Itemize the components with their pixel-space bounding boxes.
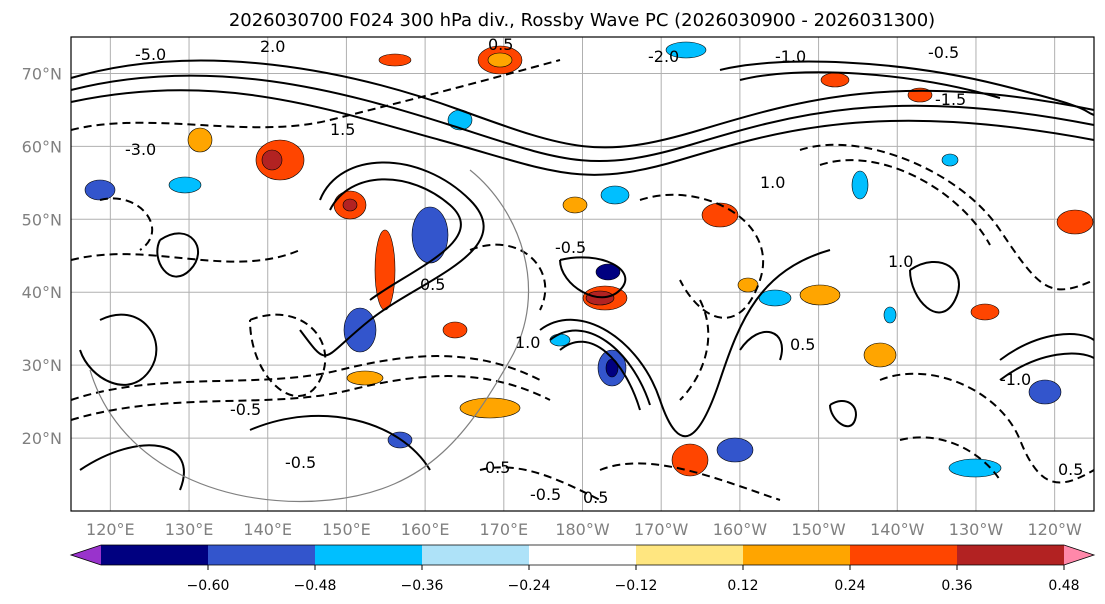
contour-label: -1.5 — [935, 90, 966, 109]
lon-label: 160°W — [713, 520, 768, 539]
contour-label: 1.5 — [330, 120, 355, 139]
contour-label: -2.0 — [648, 47, 679, 66]
lat-label: 60°N — [22, 137, 62, 156]
lat-labels: 70°N 60°N 50°N 40°N 30°N 20°N — [22, 64, 62, 448]
lon-label: 170°W — [634, 520, 689, 539]
colorbar-segment — [101, 545, 209, 565]
colorbar-segment — [957, 545, 1065, 565]
contour-label: 1.0 — [760, 173, 785, 192]
map-frame — [70, 36, 1095, 512]
rossby-contours-dashed — [70, 59, 1095, 501]
reference-circle — [89, 169, 530, 503]
contour-label: -5.0 — [135, 45, 166, 64]
colorbar-extend-low — [71, 545, 101, 565]
contour-label: -0.5 — [230, 400, 261, 419]
colorbar-segment — [529, 545, 637, 565]
colorbar-tick-label: −0.60 — [187, 578, 230, 594]
lon-label: 140°W — [870, 520, 925, 539]
contour-label: 0.5 — [488, 35, 513, 54]
contour-label: 0.5 — [1058, 460, 1083, 479]
colorbar-tick-label: 0.12 — [727, 578, 758, 594]
colorbar-segment — [208, 545, 316, 565]
colorbar-tick-label: −0.48 — [294, 578, 337, 594]
lon-label: 160°E — [401, 520, 450, 539]
figure-title: 2026030700 F024 300 hPa div., Rossby Wav… — [229, 10, 935, 31]
rossby-contours — [70, 59, 1095, 491]
lon-label: 140°E — [243, 520, 292, 539]
lon-label: 130°W — [949, 520, 1004, 539]
lon-labels: 120°E 130°E 140°E 150°E 160°E 170°E 180°W 170°W… — [86, 520, 1082, 539]
lat-label: 50°N — [22, 210, 62, 229]
lat-label: 30°N — [22, 356, 62, 375]
contour-label: 0.5 — [485, 458, 510, 477]
colorbar-segment — [315, 545, 423, 565]
colorbar-segment — [743, 545, 851, 565]
colorbar-segment — [850, 545, 958, 565]
lon-label: 120°E — [86, 520, 135, 539]
lat-label: 70°N — [22, 64, 62, 83]
colorbar-outline — [69, 544, 1096, 566]
colorbar-tick-label: −0.36 — [401, 578, 444, 594]
colorbar-segment — [636, 545, 744, 565]
contour-label: 0.5 — [420, 275, 445, 294]
colorbar: −0.60 −0.48 −0.36 −0.24 −0.12 0.12 0.24 0.36 0.4… — [69, 544, 1096, 594]
colorbar-extend-high — [1064, 545, 1094, 565]
colorbar-tick-label: −0.24 — [508, 578, 551, 594]
contour-label: -3.0 — [125, 140, 156, 159]
lon-label: 170°E — [479, 520, 528, 539]
contour-label: 2.0 — [260, 37, 285, 56]
colorbar-tick-label: 0.36 — [941, 578, 972, 594]
lon-label: 180°W — [555, 520, 610, 539]
contour-label: -0.5 — [285, 453, 316, 472]
contour-labels: -5.0 -2.0 2.0 0.5 -0.5 1.0 -1.0 1.5 -3.0… — [125, 35, 1083, 507]
contour-label: 0.5 — [790, 335, 815, 354]
colorbar-tick-label: −0.12 — [615, 578, 658, 594]
lon-label: 120°W — [1027, 520, 1082, 539]
contour-label: -0.5 — [530, 485, 561, 504]
contour-label: -1.0 — [775, 47, 806, 66]
lon-label: 130°E — [165, 520, 214, 539]
contour-label: -1.0 — [1000, 370, 1031, 389]
contour-label: -0.5 — [555, 238, 586, 257]
contour-label: -0.5 — [928, 43, 959, 62]
lon-label: 150°E — [322, 520, 371, 539]
colorbar-tick-label: 0.48 — [1048, 578, 1079, 594]
lat-label: 20°N — [22, 429, 62, 448]
contour-label: 1.0 — [515, 333, 540, 352]
divergence-fill — [84, 41, 1094, 478]
map-panel: -5.0 -2.0 2.0 0.5 -0.5 1.0 -1.0 1.5 -3.0… — [70, 35, 1095, 512]
contour-label: 0.5 — [583, 488, 608, 507]
lon-label: 150°W — [791, 520, 846, 539]
lat-label: 40°N — [22, 283, 62, 302]
colorbar-tick-label: 0.24 — [834, 578, 865, 594]
contour-label: 1.0 — [888, 252, 913, 271]
colorbar-segment — [422, 545, 530, 565]
